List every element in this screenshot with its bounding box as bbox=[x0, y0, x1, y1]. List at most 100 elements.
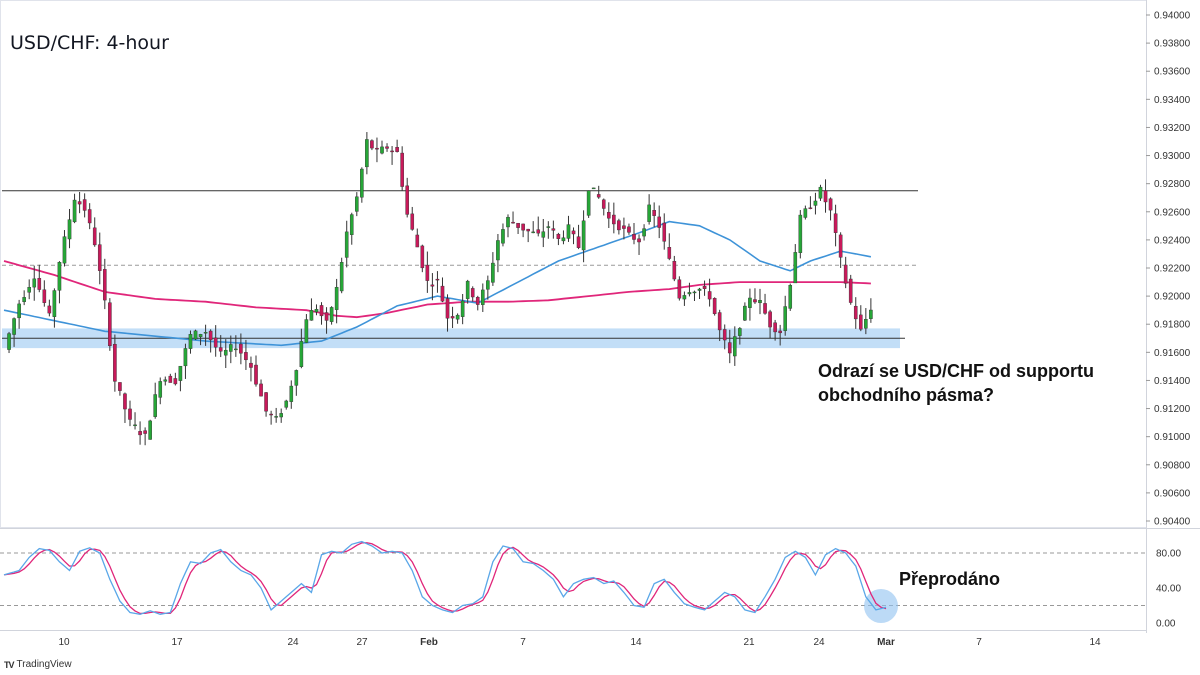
candle-body bbox=[329, 307, 334, 322]
candle-body bbox=[596, 194, 601, 198]
candle-body bbox=[833, 213, 838, 233]
candle-body bbox=[294, 370, 299, 386]
candle-body bbox=[440, 285, 445, 302]
time-tick-label: Mar bbox=[877, 637, 895, 648]
candle-body bbox=[410, 213, 415, 230]
candle-body bbox=[823, 190, 828, 203]
candle-body bbox=[380, 146, 384, 154]
candle-body bbox=[395, 147, 399, 152]
price-tick-label: 0.93000 bbox=[1154, 151, 1191, 162]
candle-body bbox=[481, 289, 485, 305]
candle-body bbox=[470, 288, 475, 298]
candle-body bbox=[748, 297, 752, 308]
stochastic-k-line bbox=[3, 540, 887, 615]
price-tick-label: 0.93400 bbox=[1154, 95, 1191, 106]
oscillator-tick-label: 40.00 bbox=[1156, 584, 1181, 595]
annotation-line-1: Odrazí se USD/CHF od supportu bbox=[818, 361, 1094, 381]
candle-body bbox=[420, 245, 425, 269]
candle-body bbox=[193, 330, 198, 340]
moving-average-blue bbox=[3, 220, 872, 347]
candle-body bbox=[269, 413, 273, 416]
candle-body bbox=[148, 420, 152, 440]
candle-body bbox=[32, 278, 37, 288]
moving-average-red bbox=[3, 260, 871, 319]
candle-body bbox=[360, 168, 364, 198]
candle-body bbox=[717, 312, 722, 331]
candle-body bbox=[853, 305, 858, 320]
candle-body bbox=[158, 381, 163, 398]
time-tick-label: 17 bbox=[171, 637, 183, 648]
candle-body bbox=[637, 238, 641, 243]
candle-body bbox=[526, 228, 530, 232]
candle-body bbox=[133, 424, 137, 427]
price-axis: 0.94000 0.93800 0.93600 0.93400 0.93200 0.930… bbox=[1146, 11, 1191, 528]
oscillator-tick-label: 80.00 bbox=[1156, 549, 1181, 560]
candle-body bbox=[390, 150, 394, 153]
time-tick-label: 7 bbox=[520, 637, 526, 648]
candle-body bbox=[108, 302, 112, 347]
candle-body bbox=[284, 400, 289, 408]
candle-body bbox=[163, 379, 168, 382]
candle-body bbox=[168, 375, 173, 383]
candle-body bbox=[178, 365, 183, 381]
candle-body bbox=[727, 342, 732, 354]
candle-body bbox=[783, 306, 787, 331]
candle-body bbox=[259, 383, 263, 397]
price-tick-label: 0.93600 bbox=[1154, 67, 1191, 78]
candle-body bbox=[813, 200, 818, 206]
stochastic-d-line bbox=[3, 542, 887, 615]
candle-body bbox=[365, 139, 369, 168]
candle-body bbox=[697, 288, 702, 291]
candle-body bbox=[249, 362, 253, 368]
candle-body bbox=[667, 247, 672, 259]
candle-body bbox=[309, 310, 314, 321]
candle-body bbox=[778, 330, 782, 334]
candle-body bbox=[702, 286, 707, 289]
candle-body bbox=[768, 311, 772, 328]
candle-body bbox=[803, 208, 808, 218]
candle-body bbox=[798, 214, 803, 253]
time-tick-label: 24 bbox=[287, 637, 299, 648]
candle-body bbox=[722, 329, 727, 341]
candle-body bbox=[632, 234, 636, 240]
candle-body bbox=[743, 305, 747, 321]
time-tick-label: 14 bbox=[1089, 637, 1101, 648]
candle-body bbox=[239, 343, 243, 354]
candle-body bbox=[22, 297, 26, 303]
price-tick-label: 0.92600 bbox=[1154, 207, 1191, 218]
price-panel-border bbox=[0, 0, 1147, 528]
candle-body bbox=[738, 328, 742, 336]
candle-body bbox=[460, 300, 465, 317]
candle-body bbox=[672, 261, 677, 280]
candle-body bbox=[425, 264, 430, 281]
candle-body bbox=[334, 286, 339, 310]
candle-body bbox=[838, 234, 843, 258]
price-tick-label: 0.92400 bbox=[1154, 235, 1191, 246]
candle-body bbox=[455, 314, 460, 320]
candle-body bbox=[385, 146, 389, 149]
candle-body bbox=[864, 319, 868, 329]
candle-body bbox=[647, 204, 651, 222]
price-tick-label: 0.91000 bbox=[1154, 432, 1191, 443]
candle-body bbox=[77, 201, 82, 205]
candle-body bbox=[12, 318, 16, 335]
candle-body bbox=[254, 364, 258, 385]
price-tick-label: 0.91400 bbox=[1154, 376, 1191, 387]
candle-body bbox=[521, 223, 525, 231]
candle-body bbox=[234, 348, 238, 351]
candle-body bbox=[62, 236, 67, 264]
candle-body bbox=[687, 292, 692, 295]
candle-body bbox=[591, 187, 596, 190]
candle-body bbox=[435, 278, 440, 281]
price-tick-label: 0.93200 bbox=[1154, 123, 1191, 134]
candle-body bbox=[405, 185, 410, 215]
time-tick-label: 21 bbox=[743, 637, 755, 648]
candle-body bbox=[274, 416, 278, 418]
candle-body bbox=[793, 252, 798, 284]
candle-body bbox=[773, 322, 777, 333]
candle-body bbox=[566, 224, 571, 239]
time-tick-label: 7 bbox=[976, 637, 982, 648]
price-tick-label: 0.91600 bbox=[1154, 348, 1191, 359]
candle-body bbox=[118, 382, 122, 391]
